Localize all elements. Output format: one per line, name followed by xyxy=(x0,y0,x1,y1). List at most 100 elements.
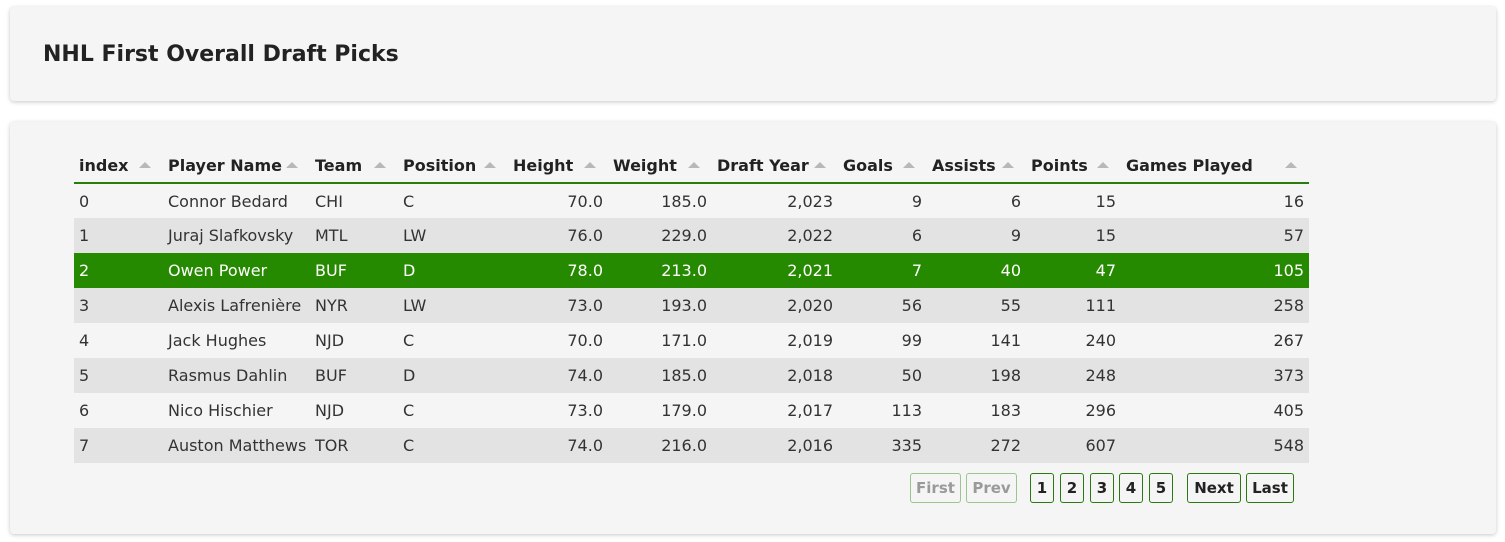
page-button-4[interactable]: 4 xyxy=(1119,473,1143,503)
cell-assists: 55 xyxy=(927,288,1026,323)
cell-assists: 6 xyxy=(927,183,1026,218)
cell-team: CHI xyxy=(310,183,398,218)
cell-games-played: 105 xyxy=(1121,253,1309,288)
cell-weight: 171.0 xyxy=(608,323,712,358)
table-header-row: index Player Name Team Position Height W… xyxy=(74,148,1309,184)
cell-weight: 213.0 xyxy=(608,253,712,288)
cell-goals: 56 xyxy=(838,288,927,323)
cell-weight: 216.0 xyxy=(608,428,712,463)
column-header-label: Player Name xyxy=(168,155,282,175)
cell-points: 15 xyxy=(1026,218,1121,253)
cell-height: 76.0 xyxy=(508,218,608,253)
cell-goals: 99 xyxy=(838,323,927,358)
column-header-label: Height xyxy=(513,155,574,175)
column-header-points[interactable]: Points xyxy=(1026,148,1121,184)
column-header-label: Team xyxy=(315,155,363,175)
cell-draft-year: 2,020 xyxy=(712,288,838,323)
cell-goals: 50 xyxy=(838,358,927,393)
sort-asc-icon[interactable] xyxy=(903,162,915,168)
cell-goals: 9 xyxy=(838,183,927,218)
cell-player-name: Nico Hischier xyxy=(163,393,310,428)
sort-asc-icon[interactable] xyxy=(688,162,700,168)
page-button-1[interactable]: 1 xyxy=(1030,473,1054,503)
cell-index: 6 xyxy=(74,393,163,428)
table-row[interactable]: 4 Jack Hughes NJD C 70.0 171.0 2,019 99 141 240 26… xyxy=(74,323,1309,358)
cell-height: 73.0 xyxy=(508,393,608,428)
cell-team: NYR xyxy=(310,288,398,323)
cell-points: 248 xyxy=(1026,358,1121,393)
sort-asc-icon[interactable] xyxy=(1002,162,1014,168)
column-header-label: index xyxy=(79,155,129,175)
table-row[interactable]: 1 Juraj Slafkovsky MTL LW 76.0 229.0 2,022 6 9 15… xyxy=(74,218,1309,253)
column-header-height[interactable]: Height xyxy=(508,148,608,184)
table-row[interactable]: 5 Rasmus Dahlin BUF D 74.0 185.0 2,018 50 198 248… xyxy=(74,358,1309,393)
sort-asc-icon[interactable] xyxy=(374,162,386,168)
column-header-index[interactable]: index xyxy=(74,148,163,184)
page-button-2[interactable]: 2 xyxy=(1060,473,1084,503)
table-row[interactable]: 0 Connor Bedard CHI C 70.0 185.0 2,023 9 6 15 16 xyxy=(74,183,1309,218)
cell-assists: 9 xyxy=(927,218,1026,253)
cell-weight: 185.0 xyxy=(608,183,712,218)
cell-games-played: 258 xyxy=(1121,288,1309,323)
cell-height: 73.0 xyxy=(508,288,608,323)
page-button-5[interactable]: 5 xyxy=(1149,473,1173,503)
next-page-button[interactable]: Next xyxy=(1187,473,1241,503)
cell-assists: 198 xyxy=(927,358,1026,393)
sort-asc-icon[interactable] xyxy=(484,162,496,168)
column-header-position[interactable]: Position xyxy=(398,148,508,184)
cell-points: 240 xyxy=(1026,323,1121,358)
cell-player-name: Auston Matthews xyxy=(163,428,310,463)
column-header-label: Games Played xyxy=(1126,155,1253,175)
cell-position: C xyxy=(398,428,508,463)
sort-asc-icon[interactable] xyxy=(1097,162,1109,168)
cell-goals: 6 xyxy=(838,218,927,253)
cell-goals: 335 xyxy=(838,428,927,463)
cell-index: 7 xyxy=(74,428,163,463)
column-header-label: Position xyxy=(403,155,477,175)
column-header-goals[interactable]: Goals xyxy=(838,148,927,184)
cell-points: 15 xyxy=(1026,183,1121,218)
cell-team: TOR xyxy=(310,428,398,463)
page-button-3[interactable]: 3 xyxy=(1090,473,1114,503)
cell-player-name: Connor Bedard xyxy=(163,183,310,218)
cell-height: 74.0 xyxy=(508,428,608,463)
sort-asc-icon[interactable] xyxy=(139,162,151,168)
table-row-selected[interactable]: 2 Owen Power BUF D 78.0 213.0 2,021 7 40 47 105 xyxy=(74,253,1309,288)
cell-games-played: 373 xyxy=(1121,358,1309,393)
cell-team: NJD xyxy=(310,393,398,428)
cell-player-name: Alexis Lafrenière xyxy=(163,288,310,323)
sort-asc-icon[interactable] xyxy=(584,162,596,168)
first-page-button[interactable]: First xyxy=(910,473,961,503)
sort-asc-icon[interactable] xyxy=(814,162,826,168)
column-header-draft-year[interactable]: Draft Year xyxy=(712,148,838,184)
cell-points: 47 xyxy=(1026,253,1121,288)
column-header-team[interactable]: Team xyxy=(310,148,398,184)
cell-height: 70.0 xyxy=(508,183,608,218)
prev-page-button[interactable]: Prev xyxy=(966,473,1017,503)
cell-points: 111 xyxy=(1026,288,1121,323)
table-row[interactable]: 3 Alexis Lafrenière NYR LW 73.0 193.0 2,020 56 5… xyxy=(74,288,1309,323)
cell-games-played: 57 xyxy=(1121,218,1309,253)
column-header-player-name[interactable]: Player Name xyxy=(163,148,310,184)
column-header-games-played[interactable]: Games Played xyxy=(1121,148,1309,184)
cell-team: NJD xyxy=(310,323,398,358)
draft-picks-table: index Player Name Team Position Height W… xyxy=(74,148,1309,463)
cell-draft-year: 2,019 xyxy=(712,323,838,358)
cell-player-name: Juraj Slafkovsky xyxy=(163,218,310,253)
cell-team: BUF xyxy=(310,358,398,393)
sort-asc-icon[interactable] xyxy=(1285,162,1297,168)
sort-asc-icon[interactable] xyxy=(286,162,298,168)
cell-points: 296 xyxy=(1026,393,1121,428)
last-page-button[interactable]: Last xyxy=(1246,473,1294,503)
cell-position: C xyxy=(398,323,508,358)
column-header-weight[interactable]: Weight xyxy=(608,148,712,184)
cell-index: 4 xyxy=(74,323,163,358)
cell-weight: 229.0 xyxy=(608,218,712,253)
cell-assists: 183 xyxy=(927,393,1026,428)
cell-player-name: Jack Hughes xyxy=(163,323,310,358)
table-row[interactable]: 6 Nico Hischier NJD C 73.0 179.0 2,017 113 183 29… xyxy=(74,393,1309,428)
table-body: 0 Connor Bedard CHI C 70.0 185.0 2,023 9 6 15 16 1 J… xyxy=(74,183,1309,463)
table-row[interactable]: 7 Auston Matthews TOR C 74.0 216.0 2,016 335 272… xyxy=(74,428,1309,463)
column-header-assists[interactable]: Assists xyxy=(927,148,1026,184)
cell-position: LW xyxy=(398,288,508,323)
